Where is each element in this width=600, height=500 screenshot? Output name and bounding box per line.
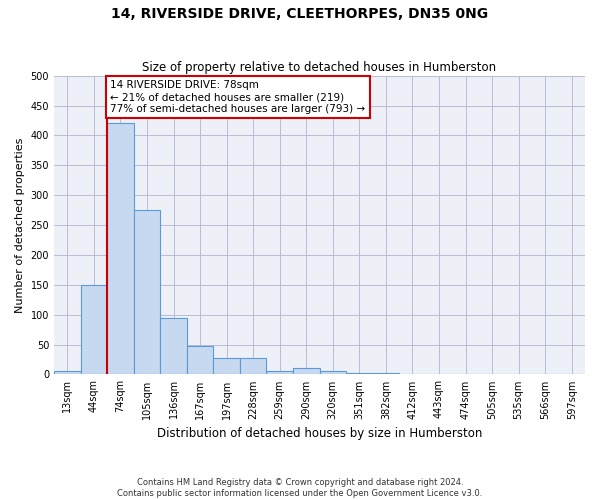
Y-axis label: Number of detached properties: Number of detached properties (15, 138, 25, 312)
Text: Contains HM Land Registry data © Crown copyright and database right 2024.
Contai: Contains HM Land Registry data © Crown c… (118, 478, 482, 498)
Bar (54, 372, 80, 374)
Text: 14 RIVERSIDE DRIVE: 78sqm
← 21% of detached houses are smaller (219)
77% of semi: 14 RIVERSIDE DRIVE: 78sqm ← 21% of detac… (110, 80, 365, 114)
Bar (240, 358, 266, 374)
Bar (134, 210, 160, 374)
Title: Size of property relative to detached houses in Humberston: Size of property relative to detached ho… (142, 62, 497, 74)
Bar (107, 124, 134, 374)
Bar (266, 372, 293, 374)
Bar (293, 368, 320, 374)
Bar (373, 373, 399, 374)
Bar (80, 285, 107, 374)
Bar (160, 318, 187, 374)
Bar (320, 372, 346, 374)
Bar (214, 358, 240, 374)
Bar (346, 372, 373, 374)
X-axis label: Distribution of detached houses by size in Humberston: Distribution of detached houses by size … (157, 427, 482, 440)
Bar (187, 346, 214, 374)
Text: 14, RIVERSIDE DRIVE, CLEETHORPES, DN35 0NG: 14, RIVERSIDE DRIVE, CLEETHORPES, DN35 0… (112, 8, 488, 22)
